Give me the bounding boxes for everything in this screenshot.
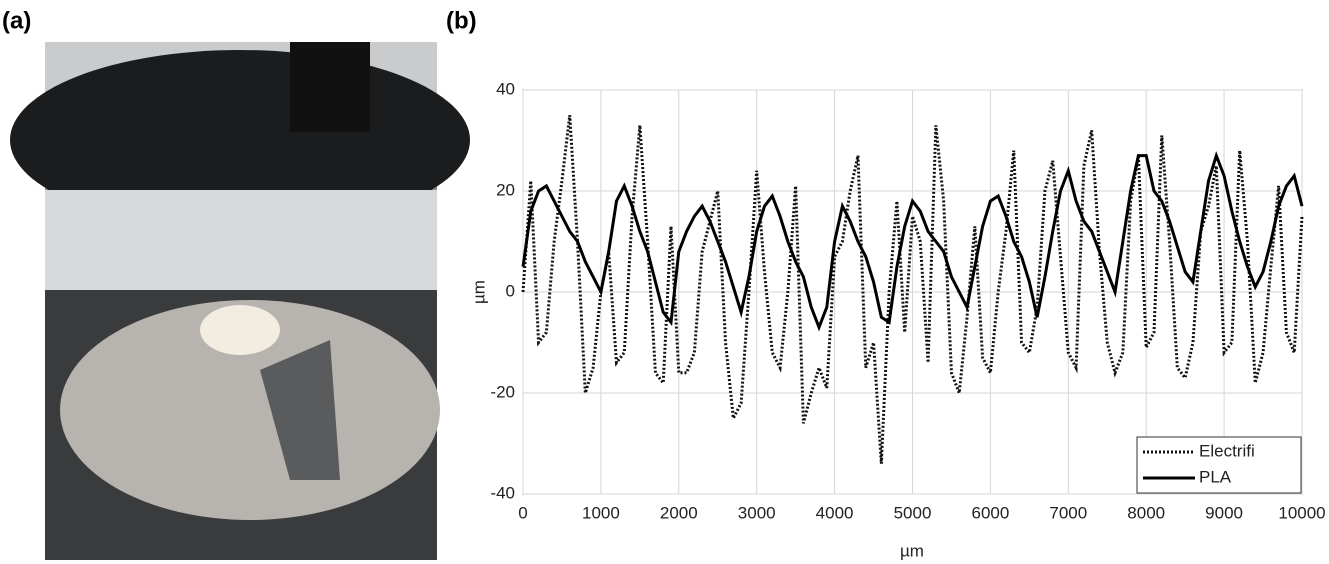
x-tick-label: 3000 [738, 503, 776, 522]
panel-label: (b) [446, 7, 477, 34]
y-tick-label: 20 [496, 180, 515, 199]
x-tick-label: 7000 [1049, 503, 1087, 522]
x-axis-label: µm [900, 541, 924, 560]
panel-label: (a) [2, 7, 31, 34]
x-tick-label: 4000 [816, 503, 854, 522]
legend-label: Electrifi [1199, 441, 1255, 460]
x-tick-label: 2000 [660, 503, 698, 522]
photo [10, 42, 470, 560]
y-tick-label: 0 [506, 281, 515, 300]
x-tick-label: 5000 [894, 503, 932, 522]
legend-label: PLA [1199, 467, 1232, 486]
x-tick-label: 0 [518, 503, 527, 522]
y-tick-label: -20 [490, 382, 515, 401]
y-tick-label: -40 [490, 483, 515, 502]
y-tick-label: 40 [496, 79, 515, 98]
x-tick-label: 8000 [1127, 503, 1165, 522]
x-tick-label: 9000 [1205, 503, 1243, 522]
series-line [521, 151, 1304, 332]
y-axis-label: µm [469, 280, 488, 304]
x-tick-label: 10000 [1278, 503, 1325, 522]
x-tick-label: 6000 [971, 503, 1009, 522]
x-tick-label: 1000 [582, 503, 620, 522]
legend-box [1136, 436, 1302, 494]
